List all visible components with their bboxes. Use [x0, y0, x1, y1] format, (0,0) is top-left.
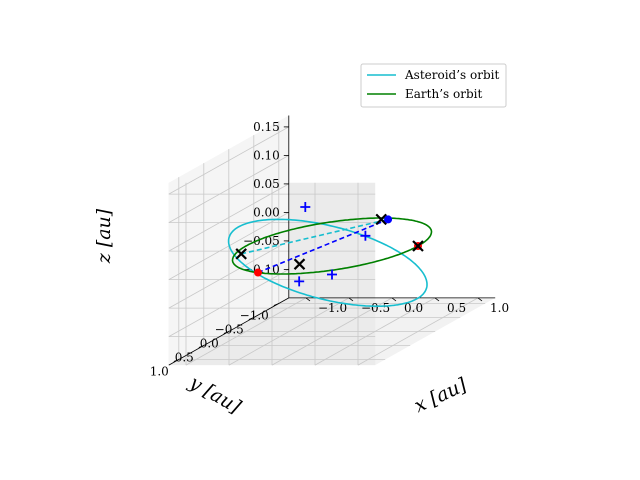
x-axis-label: x [au]: [411, 374, 471, 417]
y-tick-mark: [248, 317, 254, 320]
asteroid-orbit-line: [227, 218, 428, 308]
markers: [235, 202, 424, 287]
asteroid-sample-marker: [360, 230, 371, 241]
x-tick-mark: [434, 297, 440, 302]
z-tick-label: 0.10: [253, 148, 280, 162]
y-tick-label: 0.5: [175, 351, 194, 365]
z-tick-label: 0.15: [253, 120, 280, 134]
y-tick-mark: [273, 303, 279, 306]
x-tick-mark: [477, 297, 483, 302]
y-tick-mark: [173, 359, 179, 362]
x-tick-label: 0.0: [404, 301, 423, 315]
legend-box: [360, 63, 507, 108]
z-tick-label: 0.05: [253, 177, 280, 191]
y-tick-label: −0.5: [215, 323, 244, 337]
close-approach-marker: [375, 213, 387, 226]
x-tick-label: 1.0: [490, 301, 509, 315]
grid-line-z-left: [168, 126, 289, 195]
legend: Asteroid’s orbit Earth’s orbit: [360, 63, 507, 108]
earth-position-far-x-marker: [412, 240, 424, 252]
y-axis-label: y [au]: [185, 371, 245, 418]
asteroid-position-marker: [254, 268, 262, 277]
x-tick-label: −0.5: [361, 301, 390, 315]
close-approach-marker: [235, 248, 247, 260]
x-tick-mark: [348, 297, 354, 302]
legend-label-asteroid: Asteroid’s orbit: [404, 68, 499, 82]
y-tick-mark: [223, 331, 229, 334]
asteroid-sample-marker: [300, 202, 311, 212]
y-tick-label: 1.0: [150, 365, 169, 379]
x-tick-mark: [391, 297, 397, 302]
earth-position-marker: [384, 215, 393, 224]
y-tick-mark: [198, 345, 204, 348]
tick-labels: −1.0 −0.5 0.0 0.5 1.0−1.0−0.50.00.51.0−0.10−…: [150, 120, 509, 379]
x-tick-label: 0.5: [447, 301, 466, 315]
y-tick-label: 0.0: [200, 337, 219, 351]
x-tick-label: −1.0: [318, 301, 347, 315]
x-tick-mark: [305, 297, 311, 302]
z-tick-label: −0.10: [243, 262, 280, 276]
asteroid-sample-marker: [294, 276, 305, 287]
cyan-dashed-connector: [241, 218, 389, 255]
connectors: [241, 218, 389, 274]
z-tick-label: −0.05: [243, 234, 280, 248]
close-approach-marker: [293, 258, 306, 270]
z-tick-label: 0.00: [253, 205, 280, 219]
y-tick-label: −1.0: [240, 309, 269, 323]
z-axis-label: z [au]: [93, 208, 115, 264]
grid-line-z-left: [168, 155, 289, 223]
grid-line-z-left: [168, 240, 289, 309]
legend-label-earth: Earth’s orbit: [405, 87, 482, 101]
grid-line-z-left: [168, 183, 289, 252]
asteroid-sample-marker: [327, 269, 337, 280]
